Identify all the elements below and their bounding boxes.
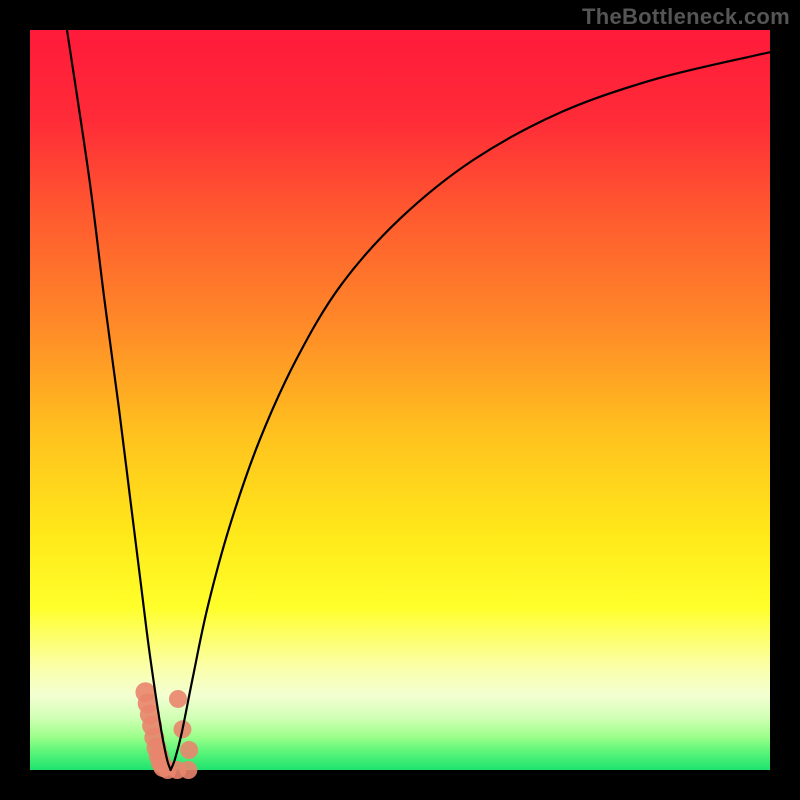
dot (169, 690, 187, 708)
chart-gradient-bg (30, 30, 770, 770)
dot-cluster-bottom (159, 761, 198, 779)
dot (180, 741, 198, 759)
dot (179, 761, 197, 779)
watermark-text: TheBottleneck.com (582, 4, 790, 30)
chart-canvas (0, 0, 800, 800)
